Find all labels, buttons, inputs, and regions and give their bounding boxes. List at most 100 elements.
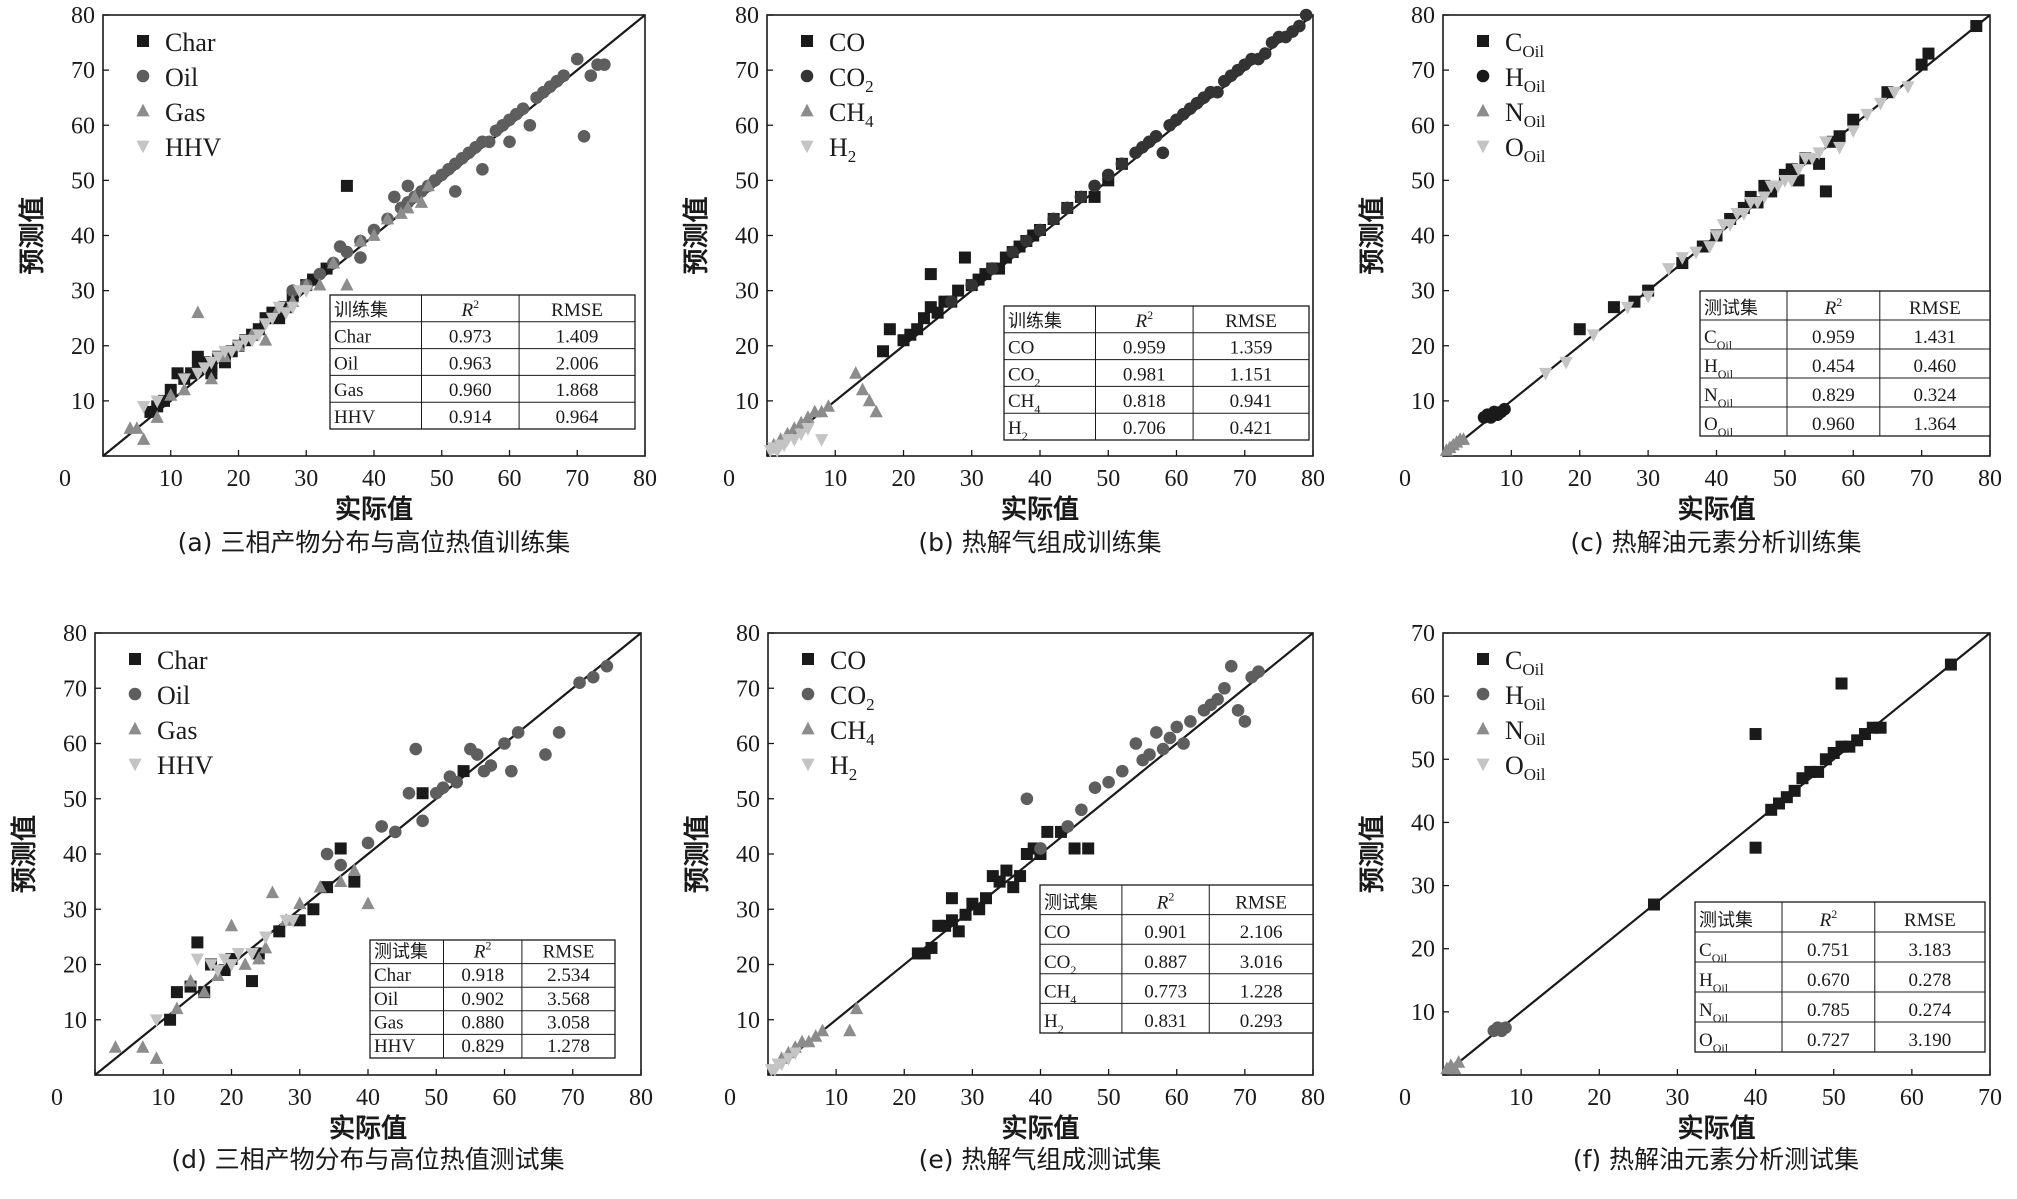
panel-caption: (c) 热解油元素分析训练集 xyxy=(1570,528,1861,557)
data-point xyxy=(1258,47,1272,60)
y-axis-label: 预测值 xyxy=(10,815,40,893)
data-point xyxy=(1020,792,1034,806)
data-point xyxy=(436,781,450,794)
x-axis-label: 实际值 xyxy=(1677,494,1755,525)
data-point xyxy=(238,957,252,970)
data-point xyxy=(414,195,429,208)
data-point xyxy=(272,301,286,315)
data-point xyxy=(348,875,361,888)
data-point xyxy=(245,948,259,961)
data-point xyxy=(1499,1021,1512,1034)
data-point xyxy=(224,918,239,932)
table-cell-r2: 0.960 xyxy=(449,380,492,401)
data-point xyxy=(164,1013,177,1026)
data-point xyxy=(353,233,368,247)
y-tick-label: 50 xyxy=(1411,168,1435,194)
table-cell-rmse: 3.183 xyxy=(1909,940,1952,961)
data-point xyxy=(980,892,992,905)
data-point xyxy=(1785,174,1799,188)
data-point xyxy=(259,318,273,331)
table-header-set: 测试集 xyxy=(1704,298,1758,319)
data-point xyxy=(245,975,258,988)
series-co xyxy=(911,825,1095,960)
data-point xyxy=(1538,367,1553,381)
data-point xyxy=(952,284,965,297)
data-point xyxy=(197,984,211,998)
y-tick-label: 10 xyxy=(735,389,759,415)
x-tick-label: 10 xyxy=(151,1085,175,1111)
data-point xyxy=(1101,168,1115,182)
data-point xyxy=(150,410,164,423)
x-tick-label: 50 xyxy=(1822,1085,1846,1111)
data-point xyxy=(843,1023,857,1037)
y-tick-label: 80 xyxy=(63,621,87,647)
data-point xyxy=(801,423,815,436)
table-cell-r2: 0.454 xyxy=(1812,356,1855,377)
x-tick-label: 50 xyxy=(1096,466,1120,492)
data-point xyxy=(1115,157,1129,171)
table-cell-r2: 0.670 xyxy=(1807,970,1850,991)
table-cell-label: Oil xyxy=(374,989,398,1010)
data-point xyxy=(259,931,273,945)
y-tick-label: 40 xyxy=(1411,810,1435,836)
data-point xyxy=(1456,432,1471,445)
table-cell-r2: 0.751 xyxy=(1807,940,1850,961)
y-axis-label: 预测值 xyxy=(682,196,712,274)
table-header-r2: R2 xyxy=(1819,907,1838,931)
table-header-rmse: RMSE xyxy=(543,942,595,963)
data-point xyxy=(815,434,829,447)
data-point xyxy=(965,278,979,292)
table-header-r2: R2 xyxy=(1824,295,1843,319)
table-frame xyxy=(1003,305,1310,441)
x-tick-label: 30 xyxy=(288,1085,312,1111)
data-point xyxy=(1791,163,1806,177)
legend-marker xyxy=(136,69,150,83)
data-point xyxy=(505,764,518,778)
y-tick-label: 10 xyxy=(736,1008,760,1034)
data-point xyxy=(137,400,151,414)
data-point xyxy=(1586,329,1601,342)
data-point xyxy=(1163,731,1177,745)
legend-marker xyxy=(1476,687,1490,701)
stats-table: 测试集 R2 RMSE CO 0.901 2.106 CO2 0.887 3.016 CH4 0.7… xyxy=(1039,884,1314,1036)
legend-marker xyxy=(801,758,815,772)
panel-c: 0 10 10 20 20 30 30 40 40 50 50 60 60 70 70 80 80 实际值 预测值 C… xyxy=(1358,3,2002,557)
legend-label: CO xyxy=(829,28,865,57)
x-axis-label: 实际值 xyxy=(329,1113,407,1144)
table-cell-label: CO2 xyxy=(1008,364,1040,389)
x-tick-label: 70 xyxy=(1910,466,1934,492)
data-point xyxy=(1224,659,1238,673)
data-point xyxy=(1621,301,1635,315)
data-point xyxy=(1211,693,1224,706)
y-tick-label: 80 xyxy=(71,3,95,29)
table-cell-r2: 0.960 xyxy=(1812,414,1855,435)
table-cell-label: Gas xyxy=(334,380,364,401)
stats-table: 测试集 R2 RMSE COil 0.959 1.431 HOil 0.454 0.460 NOi… xyxy=(1699,290,1991,439)
data-point xyxy=(883,323,896,336)
data-point xyxy=(416,787,429,800)
data-point xyxy=(952,925,965,938)
x-tick-label: 30 xyxy=(294,466,318,492)
table-cell-rmse: 1.364 xyxy=(1914,414,1957,435)
panel-b: 0 10 10 20 20 30 30 40 40 50 50 60 60 70 70 80 80 实际值 预测值 C… xyxy=(682,3,1325,557)
legend-label: NOil xyxy=(1505,98,1546,131)
x-tick-label: 50 xyxy=(1773,466,1797,492)
legend-label: Oil xyxy=(165,63,198,92)
data-point xyxy=(1703,241,1717,254)
data-point xyxy=(380,211,395,225)
data-point xyxy=(279,307,293,320)
data-point xyxy=(259,940,273,954)
data-point xyxy=(1102,775,1115,789)
y-tick-label: 80 xyxy=(736,621,760,647)
y-tick-label: 40 xyxy=(71,224,95,250)
data-point xyxy=(375,820,388,833)
data-point xyxy=(307,903,320,916)
data-point xyxy=(1709,230,1724,243)
data-point xyxy=(224,959,239,972)
table-header-rmse: RMSE xyxy=(1225,311,1277,332)
panel-e: 0 10 10 20 20 30 30 40 40 50 50 60 60 70 70 80 80 实际值 预测值 C… xyxy=(683,621,1325,1174)
y-tick-label: 40 xyxy=(736,842,760,868)
data-point xyxy=(1068,842,1081,855)
data-point xyxy=(570,52,584,66)
